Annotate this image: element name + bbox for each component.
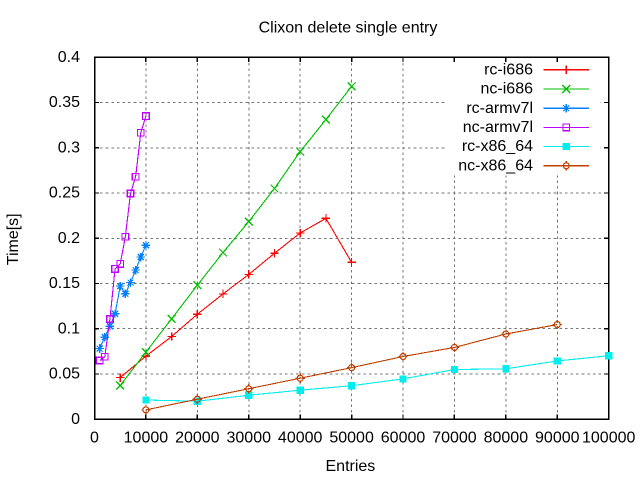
svg-text:rc-i686: rc-i686 — [484, 61, 533, 78]
svg-text:Entries: Entries — [326, 458, 376, 475]
svg-text:90000: 90000 — [535, 429, 580, 446]
svg-text:0.35: 0.35 — [49, 94, 80, 111]
svg-text:0: 0 — [71, 411, 80, 428]
svg-text:Clixon delete single entry: Clixon delete single entry — [259, 20, 438, 37]
svg-text:0.15: 0.15 — [49, 275, 80, 292]
svg-text:0.05: 0.05 — [49, 366, 80, 383]
svg-text:30000: 30000 — [227, 429, 272, 446]
svg-text:50000: 50000 — [329, 429, 374, 446]
svg-text:rc-armv7l: rc-armv7l — [466, 100, 533, 117]
svg-text:40000: 40000 — [278, 429, 323, 446]
svg-text:70000: 70000 — [432, 429, 477, 446]
svg-text:nc-x86_64: nc-x86_64 — [458, 157, 533, 174]
svg-text:0.2: 0.2 — [58, 230, 80, 247]
svg-text:10000: 10000 — [124, 429, 169, 446]
svg-text:60000: 60000 — [381, 429, 426, 446]
svg-text:0.1: 0.1 — [58, 320, 80, 337]
svg-text:nc-armv7l: nc-armv7l — [463, 119, 533, 136]
svg-text:80000: 80000 — [484, 429, 529, 446]
svg-text:100000: 100000 — [582, 429, 635, 446]
svg-text:0.25: 0.25 — [49, 185, 80, 202]
svg-text:rc-x86_64: rc-x86_64 — [462, 138, 533, 155]
svg-text:20000: 20000 — [175, 429, 220, 446]
svg-text:Time[s]: Time[s] — [5, 213, 22, 265]
svg-text:nc-i686: nc-i686 — [481, 81, 534, 98]
svg-text:0.4: 0.4 — [58, 49, 80, 66]
svg-text:0: 0 — [90, 429, 99, 446]
svg-text:0.3: 0.3 — [58, 139, 80, 156]
